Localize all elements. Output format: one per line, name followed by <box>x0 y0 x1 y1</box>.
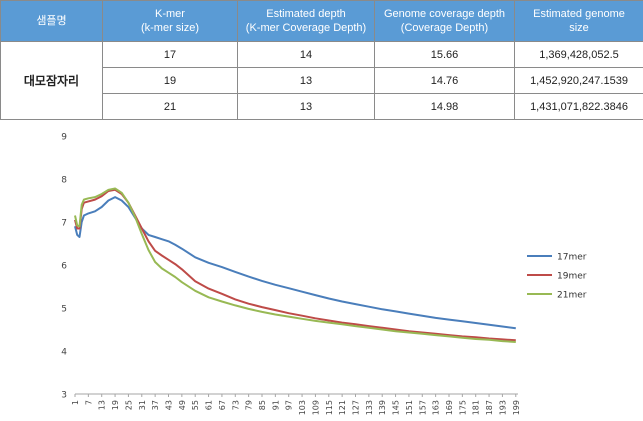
header-cov-depth-line2: (Coverage Depth) <box>400 22 489 34</box>
est-depth-cell: 13 <box>237 93 375 120</box>
x-tick-label: 49 <box>178 400 187 410</box>
x-tick-label: 199 <box>512 400 521 415</box>
x-axis-ticks: 1 7 13 19 25 31 37 43 49 55 61 67 73 79 85 91 97 103 109 11… <box>71 394 521 415</box>
y-tick-label: 8 <box>61 176 67 186</box>
x-tick-label: 187 <box>485 400 494 415</box>
cov-depth-cell: 14.98 <box>374 93 515 120</box>
x-tick-label: 67 <box>218 400 227 410</box>
x-tick-label: 25 <box>124 400 133 410</box>
kmer-cell: 17 <box>102 41 238 68</box>
x-tick-label: 85 <box>258 400 267 410</box>
series-line-19mer <box>74 188 516 342</box>
x-tick-label: 91 <box>271 400 280 410</box>
header-sample: 샘플명 <box>0 0 103 42</box>
legend-label: 19mer <box>557 272 587 282</box>
x-tick-label: 37 <box>151 400 160 410</box>
cov-depth-cell: 14.76 <box>374 67 515 94</box>
x-tick-label: 193 <box>498 400 507 415</box>
genome-size-cell: 1,369,428,052.5 <box>514 41 643 68</box>
x-tick-label: 109 <box>311 400 320 415</box>
genome-size-cell: 1,452,920,247.1539 <box>514 67 643 94</box>
x-tick-label: 7 <box>84 400 93 405</box>
table-header-row: 샘플명 K-mer (k-mer size) Estimated depth (K-… <box>0 0 643 42</box>
y-tick-label: 9 <box>61 133 67 143</box>
y-tick-label: 6 <box>61 262 67 272</box>
header-kmer-line1: K-mer <box>155 8 185 20</box>
x-tick-label: 127 <box>351 400 360 415</box>
sample-name-cell: 대모잠자리 <box>0 41 103 120</box>
x-tick-label: 73 <box>231 400 240 410</box>
header-cov-depth: Genome coverage depth (Coverage Depth) <box>374 0 515 42</box>
x-tick-label: 61 <box>205 400 214 410</box>
header-genome-size-line2: size <box>569 22 589 34</box>
header-sample-line1: 샘플명 <box>36 15 67 27</box>
x-tick-label: 13 <box>98 400 107 410</box>
cov-depth-cell: 15.66 <box>374 41 515 68</box>
x-tick-label: 115 <box>325 400 334 415</box>
table-row: 대모잠자리 17 14 15.66 1,369,428,052.5 <box>0 41 643 120</box>
genome-size-cell: 1,431,071,822.3846 <box>514 93 643 120</box>
x-tick-label: 31 <box>138 400 147 410</box>
x-tick-label: 139 <box>378 400 387 415</box>
x-tick-label: 55 <box>191 400 200 410</box>
legend-label: 17mer <box>557 253 587 263</box>
x-tick-label: 43 <box>164 400 173 410</box>
header-kmer: K-mer (k-mer size) <box>102 0 238 42</box>
kmer-cell: 19 <box>102 67 238 94</box>
header-genome-size: Estimated genome size <box>514 0 643 42</box>
x-tick-label: 1 <box>71 400 80 405</box>
x-tick-label: 175 <box>458 400 467 415</box>
series-lines <box>74 187 516 343</box>
legend-label: 21mer <box>557 291 587 301</box>
kmer-cell: 21 <box>102 93 238 120</box>
header-cov-depth-line1: Genome coverage depth <box>383 8 506 20</box>
header-est-depth-line1: Estimated depth <box>266 8 346 20</box>
x-tick-label: 181 <box>472 400 481 415</box>
est-depth-cell: 13 <box>237 67 375 94</box>
x-tick-label: 157 <box>418 400 427 415</box>
series-line-17mer <box>74 196 516 330</box>
header-est-depth-line2: (K-mer Coverage Depth) <box>245 22 367 34</box>
x-tick-label: 145 <box>392 400 401 415</box>
x-tick-label: 79 <box>245 400 254 410</box>
series-line-21mer <box>74 187 516 343</box>
x-tick-label: 121 <box>338 400 347 415</box>
header-kmer-line2: (k-mer size) <box>140 22 200 34</box>
x-tick-label: 169 <box>445 400 454 415</box>
x-tick-label: 103 <box>298 400 307 415</box>
x-tick-label: 163 <box>432 400 441 415</box>
y-tick-label: 7 <box>61 219 67 229</box>
header-est-depth: Estimated depth (K-mer Coverage Depth) <box>237 0 375 42</box>
x-tick-label: 151 <box>405 400 414 415</box>
x-tick-label: 19 <box>111 400 120 410</box>
y-tick-label: 4 <box>61 348 67 358</box>
x-tick-label: 97 <box>285 400 294 410</box>
y-tick-label: 5 <box>61 305 67 315</box>
y-axis-ticks: 3 4 5 6 7 8 9 <box>61 133 67 401</box>
summary-table: 샘플명 K-mer (k-mer size) Estimated depth (K-… <box>0 0 643 120</box>
est-depth-cell: 14 <box>237 41 375 68</box>
table-row: 19 13 14.76 1,452,920,247.1539 <box>1 67 643 94</box>
y-tick-label: 3 <box>61 391 67 401</box>
chart-legend: 17mer 19mer 21mer <box>527 253 587 301</box>
header-genome-size-line1: Estimated genome <box>533 8 625 20</box>
table-row: 21 13 14.98 1,431,071,822.3846 <box>1 93 643 120</box>
x-tick-label: 133 <box>365 400 374 415</box>
